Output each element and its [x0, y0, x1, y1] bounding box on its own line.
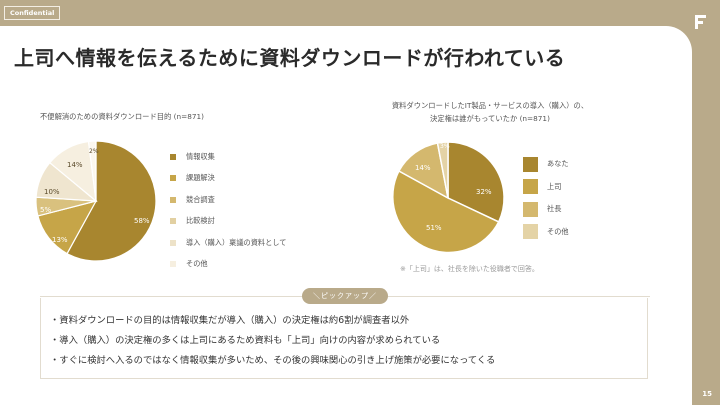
legend-item: その他	[170, 254, 286, 276]
bullet-item: ・導入（購入）の決定権の多くは上司にあるため資料も「上司」向けの内容が求められて…	[50, 335, 441, 346]
legend-item: 課題解決	[170, 168, 286, 190]
right-chart-legend: あなた 上司 社長 その他	[523, 153, 569, 243]
legend-item: 競合調査	[170, 189, 286, 211]
legend-item: 上司	[523, 176, 569, 199]
legend-swatch	[523, 224, 538, 240]
legend-swatch	[523, 201, 538, 217]
left-chart-legend: 情報収集 課題解決 競合調査 比較検討 導入（購入）稟議の資料として その他	[170, 146, 286, 275]
pickup-bullets: ・資料ダウンロードの目的は情報収集だが導入（購入）の決定権は約6割が調査者以外 …	[50, 311, 495, 371]
left-chart-title: 不便解消のための資料ダウンロード目的 (n=871)	[40, 112, 205, 121]
legend-swatch	[523, 156, 538, 172]
pie-label: 13%	[52, 236, 68, 244]
pie-label: 58%	[134, 217, 150, 225]
legend-item: その他	[523, 221, 569, 244]
pie-label: 3%	[440, 143, 450, 150]
pickup-box	[40, 298, 648, 379]
legend-swatch	[170, 218, 176, 225]
page-number: 15	[702, 390, 712, 398]
legend-item: 情報収集	[170, 146, 286, 168]
pie-label: 51%	[426, 224, 442, 232]
legend-swatch	[170, 239, 176, 246]
legend-swatch	[523, 179, 538, 195]
pie-label: 14%	[67, 161, 83, 169]
confidential-badge: Confidential	[4, 6, 61, 20]
legend-swatch	[170, 175, 176, 182]
pie-label: 14%	[415, 164, 431, 172]
pie-label: 32%	[476, 188, 492, 196]
right-pie-chart: 32% 51% 14% 3%	[392, 141, 505, 254]
legend-item: 導入（購入）稟議の資料として	[170, 232, 286, 254]
page-title: 上司へ情報を伝えるために資料ダウンロードが行われている	[14, 46, 566, 70]
top-bar: Confidential	[0, 0, 720, 29]
left-pie-chart: 58% 13% 5% 10% 14% 2%	[35, 140, 157, 262]
legend-swatch	[170, 153, 176, 160]
chart-footnote: ※「上司」は、社長を除いた役職者で回答。	[400, 265, 539, 273]
bullet-item: ・すぐに検討へ入るのではなく情報収集が多いため、その後の興味関心の引き上げ施策が…	[50, 355, 496, 366]
pie-label: 2%	[89, 148, 99, 155]
legend-item: 社長	[523, 198, 569, 221]
legend-swatch	[170, 261, 176, 268]
bullet-item: ・資料ダウンロードの目的は情報収集だが導入（購入）の決定権は約6割が調査者以外	[50, 315, 410, 326]
legend-item: 比較検討	[170, 211, 286, 233]
pie-label: 10%	[44, 188, 60, 196]
pickup-tag: ＼ピックアップ／	[302, 288, 388, 304]
legend-item: あなた	[523, 153, 569, 176]
right-chart-title: 資料ダウンロードしたIT製品・サービスの導入（購入）の、 決定権は誰がもっていた…	[391, 101, 589, 123]
brand-logo-icon	[695, 15, 706, 29]
pie-label: 5%	[40, 206, 51, 214]
legend-swatch	[170, 196, 176, 203]
